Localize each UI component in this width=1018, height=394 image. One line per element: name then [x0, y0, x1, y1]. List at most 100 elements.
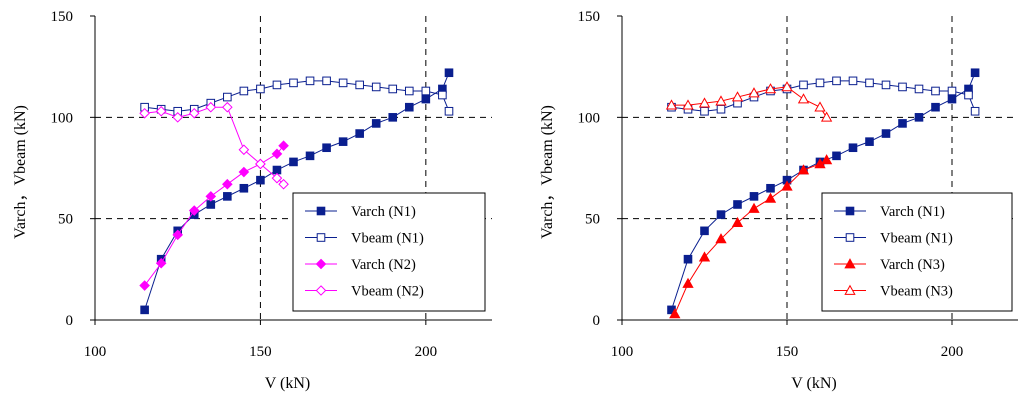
legend-marker: [845, 233, 855, 242]
data-point: [698, 97, 711, 108]
data-point: [931, 102, 940, 112]
data-point: [206, 200, 216, 209]
data-point: [970, 106, 980, 116]
data-point: [881, 129, 891, 138]
series-4: [139, 101, 289, 190]
data-point: [371, 119, 381, 128]
legend-marker: [844, 284, 856, 295]
y-tick-label: 0: [593, 313, 601, 329]
data-point: [820, 154, 833, 165]
data-point: [848, 76, 858, 86]
data-point: [799, 80, 808, 90]
y-tick-label: 50: [58, 212, 73, 228]
data-point: [272, 80, 282, 90]
data-point: [238, 166, 250, 178]
data-point: [444, 106, 454, 116]
legend-marker: [844, 258, 856, 269]
data-point: [421, 86, 431, 96]
data-point: [898, 82, 907, 92]
data-point: [665, 99, 678, 110]
data-point: [278, 178, 289, 190]
data-point: [172, 112, 184, 123]
data-point: [781, 81, 793, 92]
data-point: [139, 107, 150, 119]
data-point: [155, 105, 167, 117]
data-point: [731, 216, 744, 228]
data-point: [715, 233, 727, 244]
legend-marker: [316, 233, 326, 242]
data-point: [205, 101, 217, 113]
series-3: [669, 154, 833, 319]
legend-marker: [315, 258, 327, 270]
data-point: [222, 101, 233, 113]
legend: Varch (N1) Vbeam (N1) Varch (N3) Vbeam (N3): [821, 192, 1013, 312]
legend-marker: [845, 206, 855, 216]
data-point: [832, 76, 841, 86]
chart-panel-1: 100 150 200 0 50 100 150 V (kN) Varch，Vbeam (kN)…: [12, 9, 492, 392]
data-point: [715, 95, 727, 106]
data-point: [881, 80, 891, 90]
data-point: [239, 86, 249, 96]
data-point: [749, 192, 759, 201]
data-point: [322, 143, 331, 153]
data-point: [188, 107, 200, 119]
x-tick-label: 100: [611, 344, 634, 360]
data-point: [766, 183, 775, 193]
data-point: [222, 178, 233, 190]
data-point: [139, 280, 150, 291]
x-tick-label: 150: [249, 344, 272, 360]
data-point: [970, 68, 980, 78]
data-point: [223, 92, 232, 102]
x-axis-label: V (kN): [265, 375, 310, 392]
y-tick-label: 150: [578, 9, 601, 25]
data-point: [814, 101, 826, 112]
y-tick-label: 150: [51, 9, 74, 25]
data-point: [700, 106, 709, 116]
data-point: [764, 192, 777, 203]
legend-label: Varch (N2): [351, 257, 416, 273]
series-line: [674, 159, 827, 315]
y-tick-label: 0: [66, 313, 74, 329]
data-point: [947, 86, 957, 96]
data-point: [865, 78, 874, 88]
data-point: [289, 157, 298, 167]
chart-panel-2: 100 150 200 0 50 100 150 V (kN) Varch，Vbeam (kN)…: [539, 9, 1018, 392]
x-axis-label: V (kN): [791, 375, 836, 392]
data-point: [848, 143, 858, 153]
data-point: [748, 202, 760, 213]
data-point: [914, 113, 924, 122]
data-point: [338, 78, 348, 88]
legend: Varch (N1) Vbeam (N1) Varch (N2) Vbeam (N2): [292, 192, 486, 312]
x-tick-label: 100: [84, 344, 107, 360]
data-point: [797, 164, 810, 175]
data-point: [438, 90, 447, 100]
data-point: [748, 87, 760, 98]
data-point: [764, 83, 777, 94]
data-point: [256, 175, 265, 185]
series-line: [144, 106, 284, 185]
data-point: [797, 93, 810, 104]
y-tick-label: 100: [578, 110, 601, 126]
data-point: [698, 251, 711, 262]
data-point: [305, 151, 315, 161]
legend-label: Varch (N3): [880, 257, 945, 273]
data-point: [733, 200, 742, 209]
data-point: [815, 78, 825, 88]
data-point: [155, 257, 167, 269]
data-point: [421, 94, 431, 104]
data-point: [914, 84, 924, 94]
data-point: [322, 76, 331, 86]
y-tick-label: 100: [51, 110, 74, 126]
data-point: [832, 151, 841, 161]
data-point: [188, 205, 200, 216]
data-point: [404, 102, 414, 112]
data-point: [669, 308, 681, 319]
data-point: [289, 78, 298, 88]
data-point: [388, 113, 398, 122]
data-point: [278, 140, 289, 152]
data-point: [271, 148, 283, 160]
data-point: [223, 192, 232, 201]
data-point: [731, 91, 744, 102]
data-point: [682, 99, 694, 110]
data-point: [700, 226, 709, 236]
